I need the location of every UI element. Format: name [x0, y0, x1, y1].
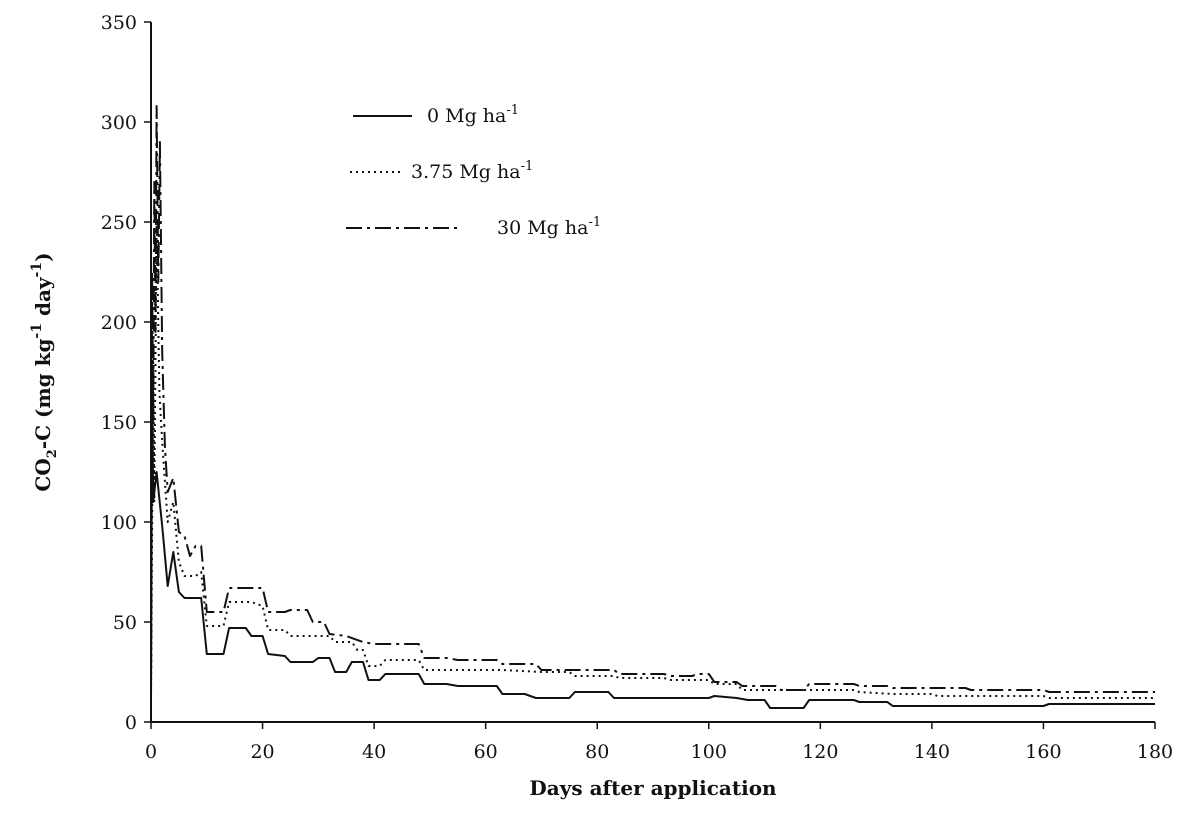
series-line-2 [150, 105, 1155, 699]
x-tick-label-1: 20 [250, 741, 274, 763]
y-axis-title: CO2-C (mg kg-1 day-1) [29, 252, 60, 491]
y-ticks: 0 50 100 150 200 250 300 350 [101, 12, 151, 734]
y-axis-title-sup1: -1 [29, 323, 45, 339]
y-axis-title-main: CO [31, 458, 55, 491]
y-tick-label-3: 150 [101, 412, 137, 434]
y-axis-title-rest: -C (mg kg [31, 339, 55, 450]
legend-label-1: 3.75 Mg ha-1 [411, 159, 533, 183]
y-tick-label-4: 200 [101, 312, 137, 334]
x-tick-label-6: 120 [802, 741, 838, 763]
legend-label-2: 30 Mg ha-1 [497, 215, 601, 239]
y-axis-title-rest2: day [31, 276, 55, 323]
x-tick-label-9: 180 [1137, 741, 1173, 763]
y-tick-label-6: 300 [101, 112, 137, 134]
plot-area [150, 105, 1155, 709]
y-tick-label-1: 50 [113, 612, 137, 634]
y-tick-label-0: 0 [125, 712, 137, 734]
x-tick-label-2: 40 [362, 741, 386, 763]
x-axis-title: Days after application [529, 776, 777, 800]
legend-label-0: 0 Mg ha-1 [427, 103, 519, 127]
y-tick-label-5: 250 [101, 212, 137, 234]
y-axis-title-sub: 2 [45, 449, 60, 458]
y-axis-title-close: ) [31, 252, 55, 261]
axes [150, 22, 1155, 723]
x-ticks: 0 20 40 60 80 100 120 140 160 180 [145, 722, 1173, 763]
x-tick-label-0: 0 [145, 741, 157, 763]
x-tick-label-8: 160 [1025, 741, 1061, 763]
legend: 0 Mg ha-1 3.75 Mg ha-1 30 Mg ha-1 [346, 103, 601, 239]
x-tick-label-3: 60 [474, 741, 498, 763]
series-line-1 [150, 221, 1155, 699]
x-tick-label-4: 80 [585, 741, 609, 763]
series-line-0 [150, 381, 1155, 709]
x-tick-label-5: 100 [691, 741, 727, 763]
y-tick-label-7: 350 [101, 12, 137, 34]
y-tick-label-2: 100 [101, 512, 137, 534]
x-tick-label-7: 140 [914, 741, 950, 763]
y-axis-title-sup2: -1 [29, 262, 45, 278]
